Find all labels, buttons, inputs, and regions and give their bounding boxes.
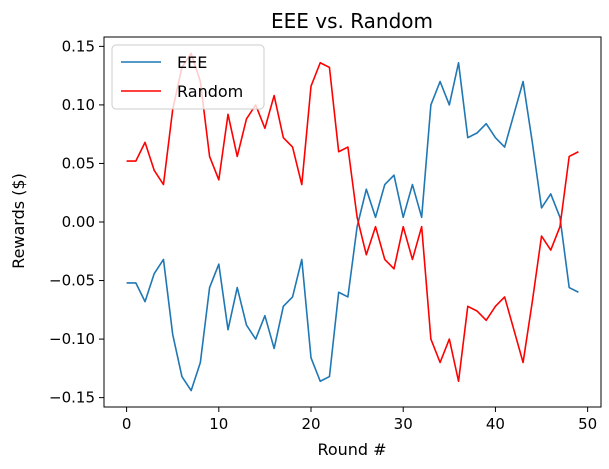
x-tick-label: 10 (209, 415, 228, 433)
x-axis-label: Round # (317, 440, 386, 459)
legend: EEE Random (111, 44, 265, 110)
y-tick-label: −0.15 (49, 389, 95, 407)
legend-label-random: Random (177, 82, 243, 101)
x-tick-label: 30 (394, 415, 413, 433)
series-line-eee (126, 61, 579, 392)
x-axis: 0 10 20 30 40 50 (122, 407, 597, 433)
y-tick-label: −0.05 (49, 272, 95, 290)
legend-label-eee: EEE (177, 53, 207, 72)
x-tick-label: 20 (301, 415, 320, 433)
x-tick-label: 50 (578, 415, 597, 433)
y-tick-label: 0.10 (62, 96, 95, 114)
y-tick-label: −0.10 (49, 330, 95, 348)
plot-frame (103, 36, 602, 408)
legend-box (111, 44, 265, 110)
y-tick-label: 0.00 (62, 213, 95, 231)
x-tick-label: 0 (122, 415, 132, 433)
x-tick-label: 40 (486, 415, 505, 433)
y-tick-label: 0.05 (62, 154, 95, 172)
chart-title: EEE vs. Random (271, 9, 433, 33)
y-axis-label: Rewards ($) (9, 173, 28, 269)
y-tick-label: 0.15 (62, 37, 95, 55)
y-axis: −0.15 −0.10 −0.05 0.00 0.05 0.10 0.15 (49, 37, 104, 407)
